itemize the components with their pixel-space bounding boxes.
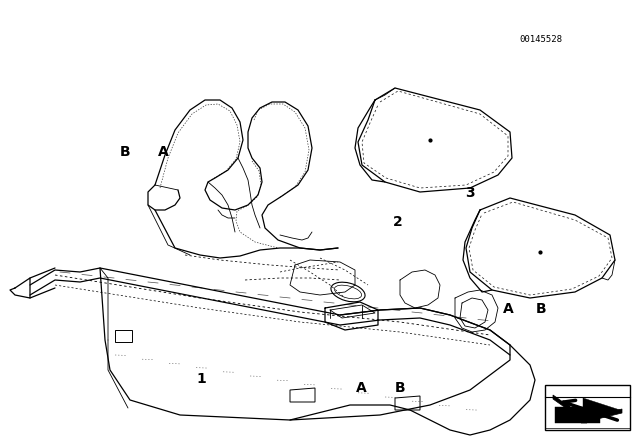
Polygon shape: [553, 395, 622, 423]
Text: B: B: [395, 380, 405, 395]
Text: A: A: [158, 145, 168, 159]
Text: 2: 2: [393, 215, 403, 229]
Polygon shape: [555, 398, 620, 423]
Text: 3: 3: [465, 185, 476, 200]
Text: 1: 1: [196, 371, 207, 386]
Text: A: A: [504, 302, 514, 316]
Text: B: B: [536, 302, 546, 316]
Text: 00145528: 00145528: [519, 35, 563, 44]
Text: A: A: [356, 380, 367, 395]
Text: B: B: [120, 145, 130, 159]
